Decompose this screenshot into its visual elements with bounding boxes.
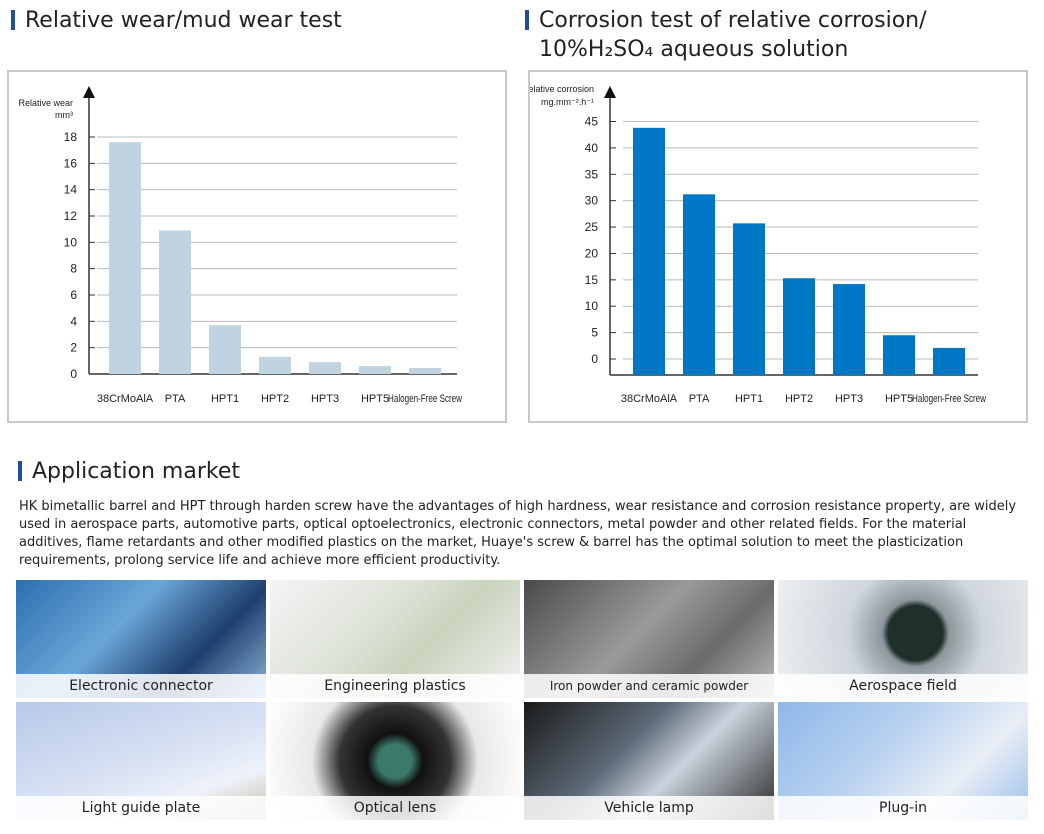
bar-hpt5 [359, 366, 391, 374]
corrosion-chart-panel: 0 5 10 15 20 25 30 35 40 45 Relative corrosion mg.m… [522, 70, 1028, 423]
y-tick-label: 0 [70, 367, 77, 381]
x-tick-label: 38CrMoAlA [621, 393, 678, 405]
application-title-text: Application market [32, 459, 240, 484]
bar-hpt5 [883, 335, 915, 375]
bar-pta [683, 194, 715, 375]
y-tick-label: 15 [585, 273, 599, 287]
bar-halogen-free-screw [409, 368, 441, 374]
y-axis-arrow-icon [604, 86, 616, 98]
x-tick-label: HPT3 [835, 393, 863, 405]
tile-caption: Electronic connector [16, 674, 266, 698]
tile-caption: Light guide plate [16, 796, 266, 820]
y-tick-label: 20 [585, 246, 599, 260]
y-tick-label: 45 [585, 115, 599, 129]
y-tick-label: 35 [585, 167, 599, 181]
x-tick-label: Halogen-Free Screw [388, 393, 462, 405]
x-tick-label: HPT5 [361, 393, 389, 405]
y-tick-label: 5 [591, 326, 598, 340]
tile-caption: Optical lens [270, 796, 520, 820]
title-marker [18, 461, 22, 481]
corrosion-section-title: Corrosion test of relative corrosion/10%… [525, 6, 927, 64]
application-tile-engineering-plastics: Engineering plastics [270, 580, 520, 698]
y-tick-label: 10 [585, 299, 599, 313]
application-tile-vehicle-lamp: Vehicle lamp [524, 702, 774, 820]
wear-chart-panel: 0 2 4 6 8 10 12 14 16 18 Relative wear mm³ 38CrMoAlA… [7, 70, 507, 423]
x-tick-label: HPT1 [211, 393, 239, 405]
bar-pta [159, 230, 191, 374]
y-axis-unit: mm³ [55, 110, 73, 120]
y-tick-label: 10 [64, 235, 78, 249]
x-tick-label: HPT3 [311, 393, 339, 405]
corrosion-title-line1: Corrosion test of relative corrosion/ [539, 8, 927, 33]
tile-caption: Vehicle lamp [524, 796, 774, 820]
y-axis-label: Relative corrosion [530, 84, 594, 94]
y-axis-unit: mg.mm⁻².h⁻¹ [541, 97, 594, 107]
y-tick-label: 40 [585, 141, 599, 155]
tile-caption: Engineering plastics [270, 674, 520, 698]
wear-title-text: Relative wear/mud wear test [25, 8, 342, 33]
corrosion-chart: 0 5 10 15 20 25 30 35 40 45 Relative corrosion mg.m… [522, 84, 986, 405]
bar-38crmoala [109, 142, 141, 374]
x-tick-label: Halogen-Free Screw [912, 393, 986, 405]
y-tick-label: 25 [585, 220, 599, 234]
y-axis-label: Relative wear [18, 98, 73, 108]
corrosion-title-line2: 10%H₂SO₄ aqueous solution [539, 37, 849, 62]
application-tile-iron-powder-and-ceramic-powder-products: Iron powder and ceramic powder products [524, 580, 774, 698]
tile-caption: Iron powder and ceramic powder products [524, 674, 774, 698]
y-tick-label: 14 [64, 183, 78, 197]
application-tile-optical-lens: Optical lens [270, 702, 520, 820]
x-tick-label: HPT1 [735, 393, 763, 405]
x-tick-label: HPT2 [261, 393, 289, 405]
y-tick-label: 4 [70, 314, 77, 328]
bar-hpt2 [259, 356, 291, 374]
application-tile-light-guide-plate: Light guide plate [16, 702, 266, 820]
bar-hpt1 [733, 223, 765, 375]
bar-hpt3 [309, 362, 341, 374]
y-tick-label: 16 [64, 156, 78, 170]
x-tick-label: HPT2 [785, 393, 813, 405]
y-tick-label: 18 [64, 130, 78, 144]
y-tick-label: 12 [64, 209, 78, 223]
wear-chart: 0 2 4 6 8 10 12 14 16 18 Relative wear mm³ 38CrMoAlA… [18, 86, 462, 405]
x-tick-label: 38CrMoAlA [97, 393, 154, 405]
bar-hpt2 [783, 278, 815, 375]
y-tick-label: 6 [70, 288, 77, 302]
application-title: Application market [18, 457, 240, 486]
wear-section-title: Relative wear/mud wear test [11, 6, 342, 35]
y-tick-label: 8 [70, 262, 77, 276]
x-tick-label: PTA [165, 393, 186, 405]
y-tick-label: 2 [70, 341, 77, 355]
application-tile-plug-in: Plug-in [778, 702, 1028, 820]
application-tile-aerospace-field: Aerospace field [778, 580, 1028, 698]
y-tick-label: 30 [585, 194, 599, 208]
application-paragraph: HK bimetallic barrel and HPT through har… [19, 499, 1017, 568]
title-marker [525, 10, 529, 30]
bar-hpt3 [833, 284, 865, 375]
tile-caption: Aerospace field [778, 674, 1028, 698]
y-tick-label: 0 [591, 352, 598, 366]
application-tile-electronic-connector: Electronic connector [16, 580, 266, 698]
x-tick-label: PTA [689, 393, 710, 405]
bar-halogen-free-screw [933, 347, 965, 375]
bar-38crmoala [633, 127, 665, 375]
bar-hpt1 [209, 325, 241, 374]
tile-caption: Plug-in [778, 796, 1028, 820]
x-tick-label: HPT5 [885, 393, 913, 405]
y-axis-arrow-icon [83, 86, 95, 98]
title-marker [11, 10, 15, 30]
